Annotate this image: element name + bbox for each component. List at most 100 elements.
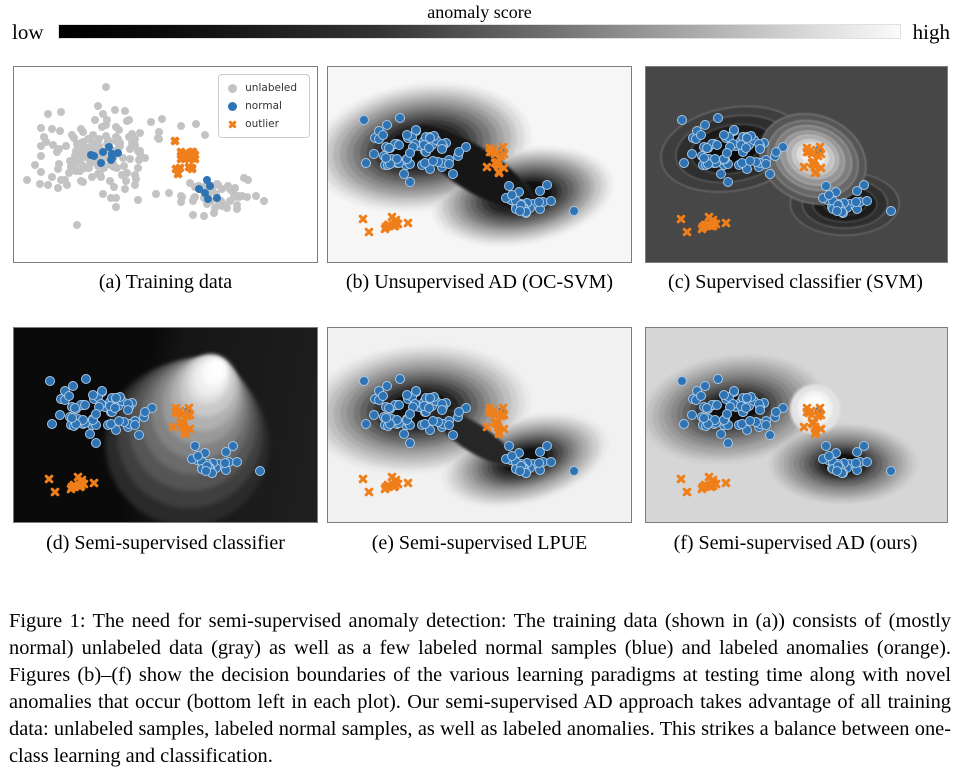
normal-point <box>394 139 405 150</box>
normal-point <box>770 146 781 157</box>
unlabeled-point <box>178 192 187 201</box>
normal-point <box>506 450 517 461</box>
normal-point <box>425 132 436 143</box>
unlabeled-point <box>54 165 63 174</box>
normal-point <box>728 385 739 396</box>
normal-point <box>770 407 781 418</box>
normal-point <box>359 115 370 126</box>
normal-point <box>404 148 415 159</box>
unlabeled-point <box>226 184 235 193</box>
normal-point <box>411 385 422 396</box>
normal-point <box>113 148 122 157</box>
unlabeled-point <box>121 107 130 116</box>
normal-point <box>542 180 553 191</box>
unlabeled-point <box>185 179 194 188</box>
unlabeled-point <box>122 117 131 126</box>
unlabeled-point <box>98 110 107 119</box>
normal-point <box>221 446 232 457</box>
normal-point <box>84 429 95 440</box>
normal-point <box>677 376 688 387</box>
normal-point <box>231 456 242 467</box>
normal-point <box>369 409 380 420</box>
normal-point <box>885 206 896 217</box>
normal-point <box>67 413 78 424</box>
normal-point <box>398 429 409 440</box>
normal-point <box>384 403 395 414</box>
figure-caption: Figure 1: The need for semi-supervised a… <box>9 610 951 767</box>
normal-point <box>401 390 412 401</box>
normal-point <box>687 409 698 420</box>
unlabeled-point <box>222 203 231 212</box>
unlabeled-point <box>71 147 80 156</box>
normal-point <box>453 407 464 418</box>
normal-point <box>427 155 438 166</box>
unlabeled-point <box>37 152 46 161</box>
unlabeled-point <box>212 180 221 189</box>
normal-point <box>381 152 392 163</box>
unlabeled-point <box>89 157 98 166</box>
normal-point <box>437 405 448 416</box>
normal-point <box>831 465 842 476</box>
unlabeled-point <box>48 173 57 182</box>
unlabeled-point <box>130 134 139 143</box>
unlabeled-point <box>102 83 111 92</box>
normal-point <box>742 132 753 143</box>
outlier-point <box>719 217 732 230</box>
unlabeled-point <box>135 156 144 165</box>
normal-point <box>395 374 406 385</box>
normal-point <box>695 129 706 140</box>
normal-point <box>711 139 722 150</box>
normal-point <box>712 374 723 385</box>
unlabeled-point <box>88 139 97 148</box>
unlabeled-point <box>115 125 124 134</box>
unlabeled-point <box>66 156 75 165</box>
normal-point <box>46 418 57 429</box>
unlabeled-point <box>72 156 81 165</box>
normal-point <box>754 405 765 416</box>
normal-point <box>130 419 141 430</box>
unlabeled-point <box>233 201 242 210</box>
normal-point <box>405 437 416 448</box>
unlabeled-point <box>85 164 94 173</box>
plot-unsupervised-ocsvm <box>327 66 632 263</box>
normal-point <box>699 120 710 131</box>
normal-point <box>701 403 712 414</box>
unlabeled-point <box>42 137 51 146</box>
normal-point <box>394 400 405 411</box>
outlier-point <box>363 225 376 238</box>
unlabeled-point <box>200 194 209 203</box>
unlabeled-point <box>230 183 239 192</box>
unlabeled-point <box>110 105 119 114</box>
normal-point <box>70 403 81 414</box>
normal-point <box>722 177 733 188</box>
normal-point <box>745 155 756 166</box>
normal-point <box>139 407 150 418</box>
unlabeled-point <box>132 174 141 183</box>
outlier-point <box>88 477 101 490</box>
normal-point <box>741 403 752 414</box>
normal-dot-icon <box>228 101 238 111</box>
normal-point <box>378 390 389 401</box>
normal-point <box>437 144 448 155</box>
unlabeled-point <box>101 132 110 141</box>
outlier-point <box>172 168 183 179</box>
unlabeled-point <box>30 160 39 169</box>
unlabeled-point <box>37 124 46 133</box>
normal-point <box>444 159 455 170</box>
normal-point <box>448 169 459 180</box>
normal-point <box>852 446 863 457</box>
unlabeled-point <box>40 133 49 142</box>
unlabeled-point <box>102 120 111 129</box>
normal-point <box>719 390 730 401</box>
normal-point <box>200 465 211 476</box>
unlabeled-point <box>114 142 123 151</box>
normal-point <box>745 416 756 427</box>
normal-point <box>427 416 438 427</box>
unlabeled-point <box>112 202 121 211</box>
unlabeled-point <box>240 174 249 183</box>
unlabeled-point <box>22 175 31 184</box>
normal-point <box>850 457 861 468</box>
unlabeled-point <box>44 180 53 189</box>
unlabeled-point <box>229 192 238 201</box>
normal-point <box>91 437 102 448</box>
